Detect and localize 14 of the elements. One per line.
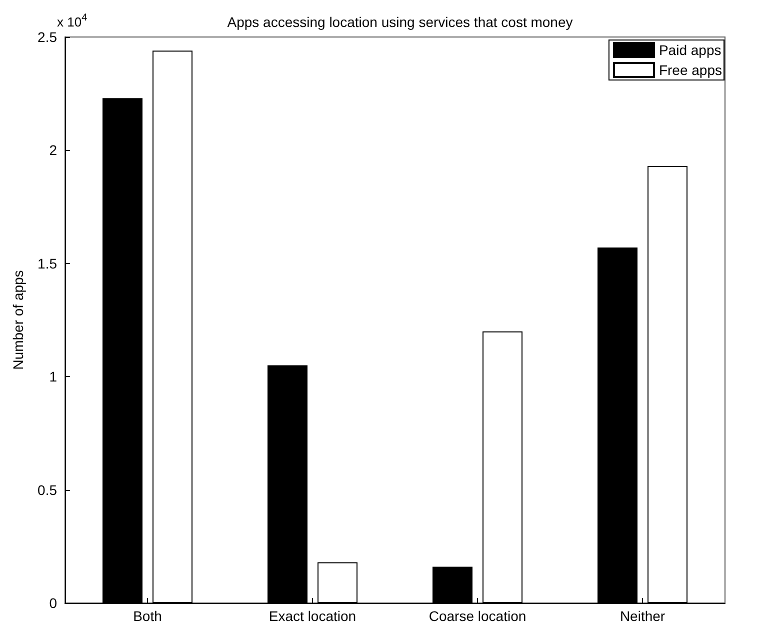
- y-tick-label: 0.5: [38, 482, 58, 498]
- x-tick-label: Both: [133, 608, 162, 624]
- y-tick-label: 1: [49, 368, 58, 385]
- y-tick-label: 2.5: [38, 29, 58, 45]
- x-tick-label: Coarse location: [428, 608, 526, 624]
- y-tick-label: 0: [49, 595, 58, 611]
- legend-label: Paid apps: [658, 42, 722, 58]
- legend-label: Free apps: [658, 62, 722, 78]
- y-axis-title: Number of apps: [10, 270, 26, 370]
- x-tick-label: Exact location: [268, 608, 356, 624]
- chart-title: Apps accessing location using services that cost money: [227, 14, 573, 30]
- x-tick-label: Neither: [620, 608, 666, 624]
- y-tick-label: 1.5: [38, 255, 58, 272]
- y-tick-label: 2: [49, 142, 58, 158]
